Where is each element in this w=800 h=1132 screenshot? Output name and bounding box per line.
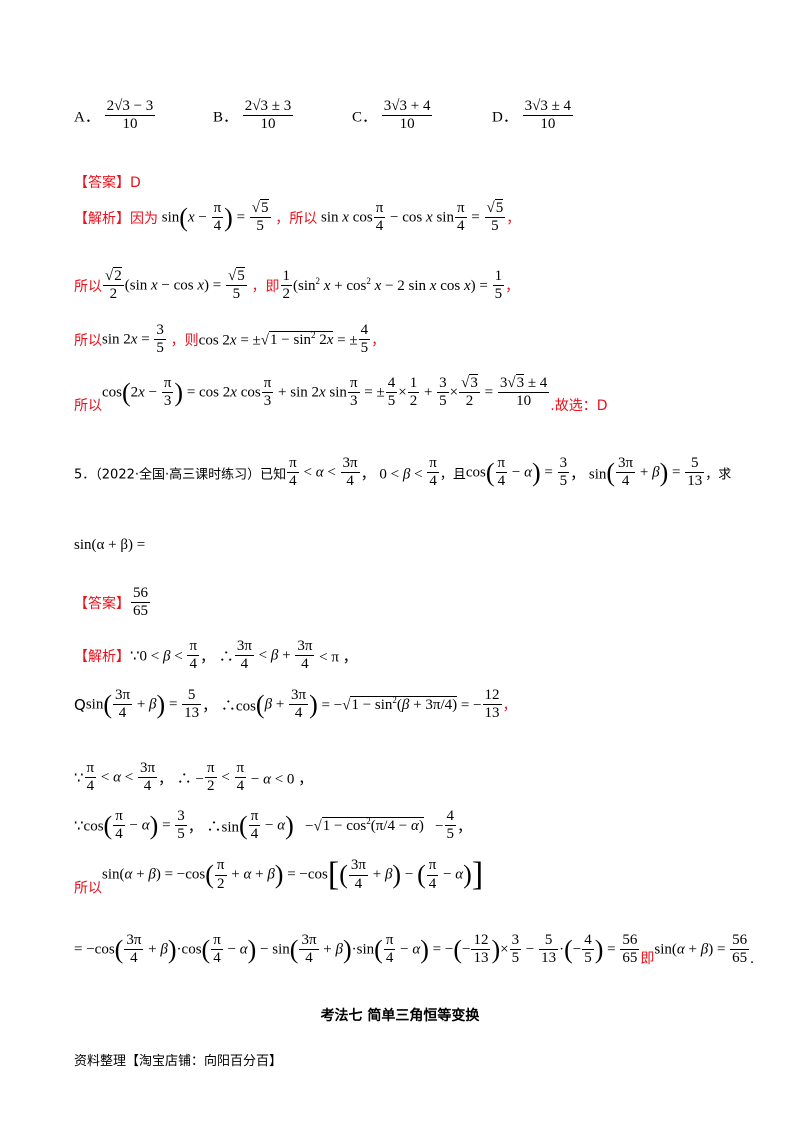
- option-c-letter: C．: [352, 109, 378, 126]
- q5-analysis-label: 【解析】: [74, 648, 130, 665]
- q4-comma-2: ，: [505, 278, 520, 295]
- option-b-den: 10: [260, 116, 276, 133]
- q5-answer-num: 56: [131, 585, 150, 604]
- option-a-den: 10: [122, 116, 138, 133]
- q4-suoyi-4: 所以: [74, 398, 102, 415]
- q5-answer: 【答案】 56 65: [74, 585, 151, 621]
- option-c-num: 3√3 + 4: [381, 98, 433, 117]
- option-b-letter: B．: [213, 109, 239, 126]
- q5-line2: Qsin(3π 4 + β) = 5 13， ∴cos(β + 3π 4) = −√1…: [74, 687, 517, 722]
- q4-suoyi-2: 所以: [74, 278, 102, 295]
- q5-line4: ∵cos(π 4 − α) = 3 5， ∴sin(π 4 − α) −√1 − co…: [74, 808, 473, 843]
- q5-line6: = −cos(3π 4 + β)·cos(π 4 − α) − sin(3π 4 + …: [74, 932, 754, 968]
- option-d: D． 3√3 ± 4 10: [492, 98, 574, 134]
- q4-line2: 所以 √2 2 (sin x − cos x) = √5 5 ，即 1 2 (sin2 x +…: [74, 267, 520, 303]
- q4-w-suoyi: ，所以: [275, 210, 318, 227]
- option-c-den: 10: [399, 116, 415, 133]
- q5-comma-2: ，: [502, 697, 517, 714]
- q4-comma-3: ，: [371, 332, 386, 349]
- q4-suoyi-3: 所以: [74, 332, 102, 349]
- option-a-letter: A．: [74, 109, 100, 126]
- option-a: A． 2√3 − 3 10: [74, 98, 156, 134]
- q5-qie: ，且: [439, 467, 466, 483]
- q5-analysis-line1: 【解析】∵0 < β < π 4， ∴ 3π 4 < β + 3π 4 < π ，: [74, 638, 358, 673]
- option-b-num: 2√3 ± 3: [242, 98, 294, 117]
- q5-number: 5．: [74, 467, 96, 483]
- q5-answer-label: 【答案】: [74, 595, 130, 612]
- q4-analysis-line1: 【解析】因为 sin(x − π 4) = √5 5 ，所以 sin x cos π 4…: [74, 199, 521, 235]
- q5-answer-den: 65: [133, 603, 148, 620]
- q5-q-symbol: Q: [74, 695, 86, 714]
- q5-suoyi: 所以: [74, 880, 102, 897]
- q5-source: （2022·全国·高三课时练习）已知: [95, 467, 287, 483]
- option-a-num: 2√3 − 3: [104, 98, 156, 117]
- option-b: B． 2√3 ± 3 10: [213, 98, 294, 134]
- q5-eq: sin(α + β) =: [74, 537, 146, 553]
- option-d-num: 3√3 ± 4: [522, 98, 574, 117]
- q4-line4: 所以cos(2x − π 3) = cos 2x cos π 3 + sin 2x s…: [74, 374, 608, 415]
- section-title: 考法七 简单三角恒等变换: [320, 1008, 480, 1024]
- q4-answer: 【答案】D: [74, 175, 141, 191]
- q4-analysis-label: 【解析】因为: [74, 210, 158, 227]
- option-d-letter: D．: [492, 109, 518, 126]
- q5-line5: 所以sin(α + β) = −cos(π 2 + α + β) = −cos[(…: [74, 856, 484, 897]
- q4-w-ji: ，即: [251, 278, 280, 295]
- option-c: C． 3√3 + 4 10: [352, 98, 433, 134]
- q4-comma-1: ，: [506, 210, 521, 227]
- q5-question: 5．（2022·全国·高三课时练习）已知 π 4 < α < 3π 4， 0 < β …: [74, 455, 732, 490]
- q4-guxuan: .故选：D: [550, 398, 608, 415]
- option-d-den: 10: [540, 116, 556, 133]
- q5-qiu: ，求: [705, 467, 732, 483]
- q5-ji: 即: [640, 951, 655, 968]
- footer-text: 资料整理【淘宝店铺：向阳百分百】: [74, 1054, 283, 1069]
- q4-w-ze: ，则: [170, 332, 199, 349]
